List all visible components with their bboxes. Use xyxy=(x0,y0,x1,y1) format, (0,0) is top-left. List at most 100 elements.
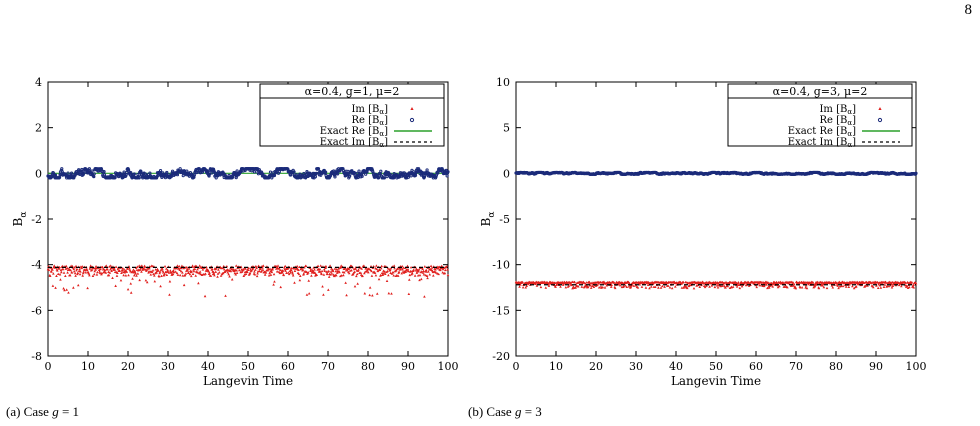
im-point xyxy=(573,280,577,284)
legend-label-sub: α xyxy=(847,108,852,116)
im-point xyxy=(681,280,685,284)
im-point xyxy=(318,267,322,271)
im-point xyxy=(309,269,312,272)
im-point xyxy=(204,272,207,275)
im-point xyxy=(314,274,317,277)
im-point xyxy=(591,284,594,288)
im-point xyxy=(908,285,911,289)
im-point xyxy=(882,285,886,288)
im-point xyxy=(436,272,439,275)
im-point xyxy=(379,273,383,277)
im-point xyxy=(912,283,915,286)
im-point xyxy=(767,286,771,289)
im-point xyxy=(316,264,320,268)
im-point xyxy=(98,270,101,273)
im-point xyxy=(673,285,677,288)
y-axis-label: Bα xyxy=(479,212,497,227)
legend-marker-re xyxy=(877,117,883,123)
im-point xyxy=(411,272,414,275)
legend-title: α=0.4, g=3, μ=2 xyxy=(773,85,868,98)
im-point xyxy=(254,268,257,271)
im-point xyxy=(166,268,169,272)
im-point xyxy=(306,271,310,274)
re-point xyxy=(334,172,338,176)
im-point xyxy=(817,286,821,290)
im-point xyxy=(278,268,282,272)
im-point xyxy=(122,268,126,271)
im-point xyxy=(564,286,568,289)
im-point xyxy=(663,285,666,288)
im-point xyxy=(131,277,134,280)
im-point xyxy=(111,276,114,279)
im-point xyxy=(155,271,158,274)
im-point xyxy=(375,264,378,267)
re-point xyxy=(87,167,91,171)
im-point xyxy=(589,286,593,289)
x-tick-label: 40 xyxy=(201,360,215,373)
im-point xyxy=(140,270,143,273)
im-point xyxy=(847,285,851,288)
im-point xyxy=(425,274,429,277)
im-point xyxy=(331,269,335,273)
im-point xyxy=(432,274,435,277)
im-point xyxy=(68,273,72,277)
im-point xyxy=(371,294,374,297)
im-point xyxy=(356,269,360,272)
re-point xyxy=(252,170,257,174)
im-point xyxy=(815,283,818,286)
re-point xyxy=(92,172,96,176)
im-point xyxy=(326,272,329,276)
im-point xyxy=(666,284,670,287)
im-point xyxy=(230,278,234,281)
re-point xyxy=(231,175,235,179)
im-point xyxy=(87,272,91,275)
im-point xyxy=(839,284,843,288)
im-point xyxy=(216,272,220,275)
y-tick-label: -5 xyxy=(499,213,510,226)
im-point xyxy=(423,265,427,268)
im-point xyxy=(407,278,411,281)
legend-label-sub: α xyxy=(379,130,384,138)
im-point xyxy=(262,264,265,267)
im-point xyxy=(383,270,387,273)
caption-b-prefix: (b) Case xyxy=(468,404,515,419)
im-point xyxy=(400,264,404,268)
im-point xyxy=(288,269,292,273)
im-point xyxy=(193,267,197,270)
im-point xyxy=(580,285,584,288)
im-point xyxy=(253,270,256,273)
im-point xyxy=(153,279,157,283)
im-point xyxy=(222,271,225,275)
x-tick-label: 30 xyxy=(161,360,175,373)
im-point xyxy=(864,284,868,287)
legend-label-re: Re [Bα] xyxy=(351,115,388,127)
im-point xyxy=(62,271,66,274)
legend-label-main: Im [B xyxy=(819,104,847,115)
x-tick-label: 70 xyxy=(789,360,803,373)
im-point xyxy=(255,266,258,270)
re-point xyxy=(165,170,169,175)
im-point xyxy=(559,285,562,288)
im-point xyxy=(101,266,105,269)
re-point xyxy=(294,173,298,177)
y-tick-label: 0 xyxy=(35,167,42,180)
x-tick-label: 30 xyxy=(629,360,643,373)
y-tick-label: -20 xyxy=(492,350,510,363)
im-point xyxy=(284,269,287,272)
im-point xyxy=(189,274,193,278)
im-point xyxy=(589,284,593,287)
im-point xyxy=(421,271,425,274)
im-point xyxy=(216,275,219,278)
im-point xyxy=(305,270,308,273)
re-point xyxy=(410,168,414,172)
legend-label-tail: ] xyxy=(852,104,856,115)
re-point xyxy=(365,170,369,174)
im-point xyxy=(393,266,396,270)
im-point xyxy=(680,286,684,289)
im-point xyxy=(876,286,880,289)
im-point xyxy=(259,267,262,271)
im-point xyxy=(80,266,84,269)
re-point xyxy=(316,167,321,171)
im-point xyxy=(244,267,247,270)
im-point xyxy=(539,285,543,289)
